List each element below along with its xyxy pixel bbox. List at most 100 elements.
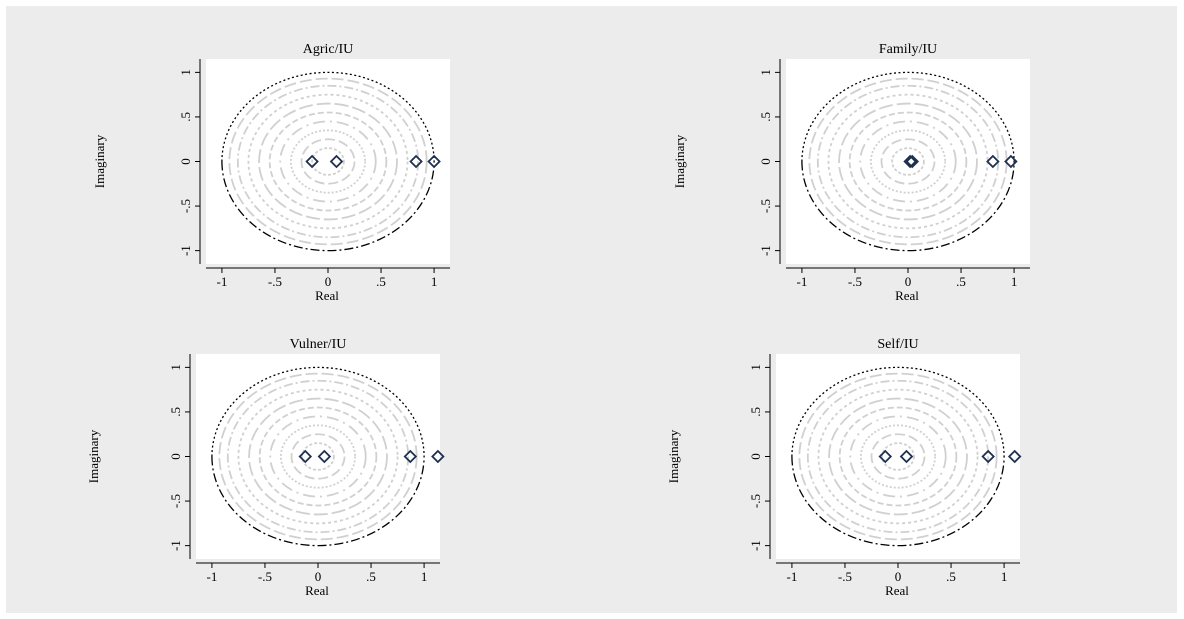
figure-background: -1 -.5 0 .5 1 -1 -.5 0 .5 1 Agric/IU Real Imaginary -… (6, 6, 1177, 613)
x-tick-label: -1 (796, 274, 807, 289)
decor-ring (881, 442, 915, 471)
y-tick-label: -1 (748, 540, 763, 551)
plot-area (206, 59, 450, 264)
plot-area (776, 354, 1020, 559)
x-tick-label: 0 (905, 274, 912, 289)
x-tick-label: -.5 (268, 274, 282, 289)
y-tick-label: 0 (168, 453, 183, 460)
y-tick-label: -.5 (748, 494, 763, 508)
root-marker (298, 449, 313, 464)
unit-circle-upper (211, 366, 425, 457)
root-marker (431, 449, 445, 464)
chart-panel-4: -1 -.5 0 .5 1 -1 -.5 0 .5 1 Self/IU Real Imaginary (666, 337, 1022, 598)
y-tick-label: .5 (168, 407, 183, 417)
decor-ring (301, 442, 335, 471)
x-tick-label: -.5 (838, 569, 852, 584)
decor-ring (838, 406, 958, 507)
x-tick-label: 1 (421, 569, 428, 584)
x-tick-label: 0 (895, 569, 902, 584)
root-marker (981, 449, 995, 464)
x-tick-label: .5 (366, 569, 376, 584)
y-tick-label: -.5 (758, 199, 773, 213)
decor-ring (311, 147, 345, 176)
unit-circle-upper (801, 71, 1015, 162)
y-axis-label: Imaginary (92, 134, 107, 188)
chart-grid: -1 -.5 0 .5 1 -1 -.5 0 .5 1 Agric/IU Real Imaginary -… (86, 42, 1030, 598)
y-tick-label: 1 (178, 69, 193, 76)
decor-ring (828, 397, 968, 516)
decor-ring (228, 77, 428, 246)
root-marker (878, 449, 893, 464)
y-tick-label: -1 (168, 540, 183, 551)
x-tick-label: 1 (1001, 569, 1008, 584)
x-tick-label: .5 (376, 274, 386, 289)
unit-circle-lower (221, 161, 435, 252)
chart-title: Agric/IU (303, 42, 354, 57)
unit-circle-lower (211, 456, 425, 547)
x-tick-label: 0 (325, 274, 332, 289)
decor-ring (817, 388, 979, 525)
decor-ring (247, 93, 409, 230)
unit-circle-upper (791, 366, 1005, 457)
x-tick-label: 0 (315, 569, 322, 584)
y-tick-label: -1 (758, 245, 773, 256)
root-marker (1007, 449, 1022, 464)
root-marker (427, 154, 441, 169)
x-tick-label: 1 (431, 274, 438, 289)
x-tick-label: -1 (786, 569, 797, 584)
x-axis-label: Real (895, 288, 919, 303)
x-tick-label: 1 (1011, 274, 1018, 289)
decor-ring (258, 406, 378, 507)
decor-ring (268, 111, 388, 212)
decor-ring (880, 138, 936, 185)
x-tick-label: -.5 (848, 274, 862, 289)
root-marker (1004, 154, 1018, 169)
decor-ring (237, 388, 399, 525)
decor-ring (806, 379, 990, 534)
chart-panel-3: -1 -.5 0 .5 1 -1 -.5 0 .5 1 Vulner/IU Real Imaginary (86, 337, 445, 598)
decor-ring (258, 102, 398, 221)
y-axis-label: Imaginary (86, 429, 101, 483)
chart-title: Self/IU (877, 337, 918, 352)
decor-ring (849, 415, 947, 498)
decor-ring (859, 120, 957, 203)
decor-ring (226, 379, 410, 534)
y-tick-label: .5 (748, 407, 763, 417)
root-marker (899, 449, 914, 464)
unit-circle-upper (221, 71, 435, 162)
y-tick-label: .5 (178, 112, 193, 122)
root-marker (329, 154, 344, 169)
decor-ring (289, 129, 367, 194)
chart-panel-2: -1 -.5 0 .5 1 -1 -.5 0 .5 1 Family/IU Real Imaginary (672, 42, 1030, 303)
root-marker (409, 154, 423, 169)
y-tick-label: 0 (758, 158, 773, 165)
x-tick-label: -1 (206, 569, 217, 584)
chart-panel-1: -1 -.5 0 .5 1 -1 -.5 0 .5 1 Agric/IU Real Imaginary (92, 42, 450, 303)
root-marker (986, 154, 1000, 169)
unit-circle-lower (791, 456, 1005, 547)
x-tick-label: -.5 (258, 569, 272, 584)
decor-ring (891, 147, 925, 176)
decor-ring (248, 397, 388, 516)
decor-ring (848, 111, 968, 212)
unit-circle-lower (801, 161, 1015, 252)
decor-ring (269, 415, 367, 498)
decor-ring (816, 84, 1000, 239)
root-marker (905, 154, 920, 169)
y-tick-label: 0 (178, 158, 193, 165)
decor-ring (279, 424, 357, 489)
y-axis-label: Imaginary (672, 134, 687, 188)
decor-ring (279, 120, 377, 203)
y-tick-label: 1 (168, 364, 183, 371)
chart-title: Family/IU (879, 42, 937, 57)
decor-ring (838, 102, 978, 221)
root-marker (317, 449, 332, 464)
decor-ring (870, 433, 926, 480)
y-tick-label: .5 (758, 112, 773, 122)
chart-title: Vulner/IU (290, 337, 347, 352)
y-tick-label: 1 (758, 69, 773, 76)
y-tick-label: 1 (748, 364, 763, 371)
root-marker (305, 154, 319, 169)
decor-ring (869, 129, 947, 194)
root-marker (403, 449, 418, 464)
